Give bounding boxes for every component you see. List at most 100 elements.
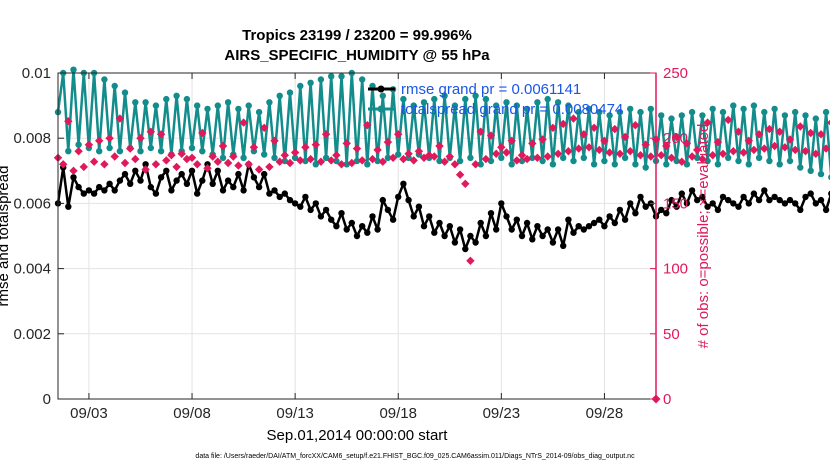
data-point [565,102,572,109]
obs-count-point [79,162,88,172]
y-left-tick-label: 0.006 [13,195,51,212]
obs-count-point [806,128,815,138]
data-point [312,161,319,168]
data-point [719,193,727,201]
data-point [204,105,211,113]
obs-count-point [636,151,645,160]
data-point [224,177,232,184]
data-point [508,161,515,168]
obs-count-point [59,160,68,169]
series-line [56,68,830,177]
obs-count-point [600,136,609,145]
data-point [523,219,531,227]
obs-count-point [311,140,320,149]
data-point [307,79,314,87]
obs-count-point [265,162,274,172]
obs-count-point [177,149,186,158]
data-point [534,99,541,106]
obs-count-point [445,152,454,161]
obs-count-point [553,149,563,158]
obs-count-point [260,123,269,132]
obs-count-point [275,157,284,166]
y-left-tick-label: 0 [43,391,51,408]
data-point [745,161,752,168]
obs-count-point [543,152,552,161]
data-point [766,157,773,165]
data-point [152,102,160,109]
data-point [70,174,77,181]
obs-count-point [404,149,413,158]
legend: rmse grand pr = 0.0061141 totalspread gr… [368,81,623,118]
data-point [699,112,706,119]
data-point [451,239,459,246]
x-axis-label: Sep.01,2014 00:00:00 start [267,427,449,444]
data-point [627,200,634,207]
data-point [822,206,830,214]
data-point [400,180,407,187]
data-point [554,99,562,106]
obs-count-point [507,136,516,145]
obs-count-point [203,164,212,173]
obs-count-point [347,158,356,168]
data-point [395,151,402,158]
obs-count-point [481,154,491,164]
data-point [817,170,825,178]
data-point [116,177,124,184]
data-point [142,99,149,106]
data-point [188,167,196,174]
data-point [632,161,639,168]
data-point [291,154,299,161]
obs-count-point [110,152,119,161]
obs-count-point [363,121,372,130]
data-point [266,190,273,197]
obs-count-point [249,143,259,152]
data-point [601,223,608,230]
data-point [730,200,737,207]
data-point [792,108,799,116]
data-point [745,200,752,207]
data-point [420,223,428,230]
obs-count-point [198,128,207,138]
obs-count-point [84,140,94,149]
data-point [802,193,809,201]
y-left-tick-label: 0.002 [13,326,51,343]
data-point [580,226,587,233]
obs-count-point [229,152,238,161]
series-layer [53,66,830,404]
data-point [132,99,139,106]
data-point [663,161,670,168]
data-point [554,226,562,233]
obs-count-point [615,149,625,158]
obs-count-point [290,148,300,157]
obs-count-point [409,156,418,165]
data-point [230,183,237,191]
data-point [560,242,567,249]
data-point [333,223,340,230]
obs-count-point [548,123,558,132]
data-point [534,223,541,230]
data-point [683,161,691,168]
data-point [503,213,510,220]
data-point [338,210,345,217]
data-point [688,187,696,194]
data-point [389,216,397,223]
data-point [467,154,474,161]
obs-count-point [100,160,109,169]
data-point [436,157,443,165]
obs-count-point [698,154,707,164]
data-point [750,102,758,109]
data-point [199,177,206,184]
data-point [637,193,644,201]
data-point [565,216,572,223]
data-point [420,99,428,106]
data-point [817,196,825,204]
data-point [96,183,103,191]
data-point [147,183,154,191]
data-point [441,92,448,100]
data-point [297,82,304,90]
data-point [106,144,113,152]
data-point [663,210,670,217]
obs-count-point [631,121,640,130]
data-point [121,89,129,96]
